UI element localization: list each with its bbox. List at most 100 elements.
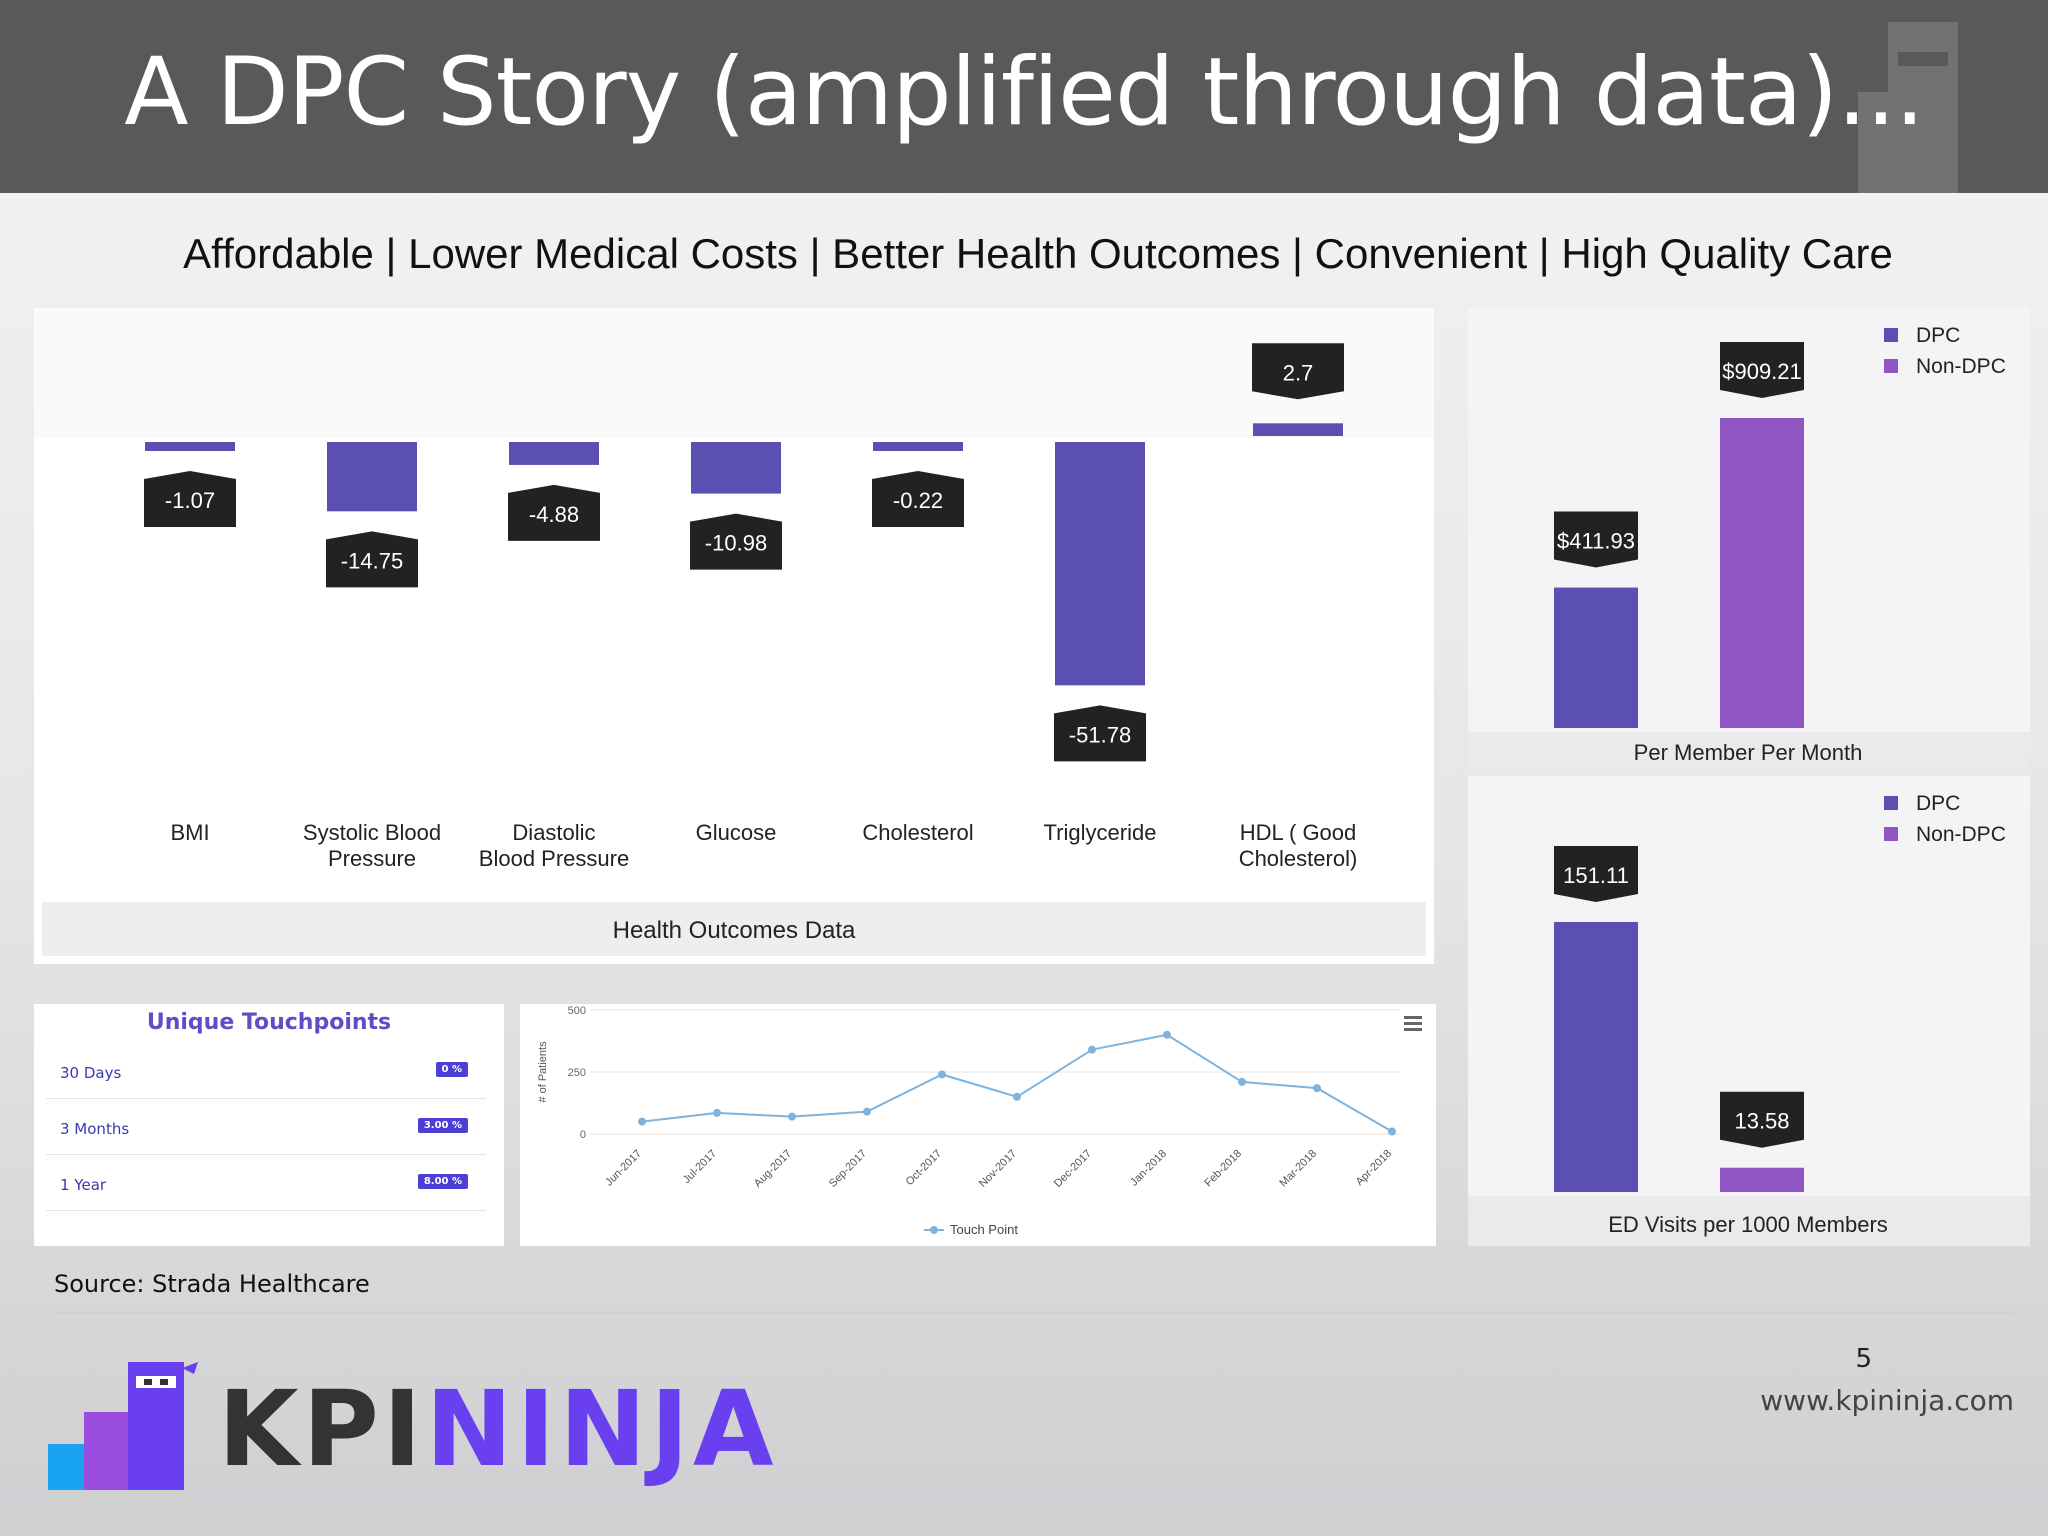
x-tick-label: Apr-2018 bbox=[1354, 1148, 1394, 1188]
health-data-label: -10.98 bbox=[705, 531, 767, 556]
x-tick-label: Dec-2017 bbox=[1052, 1148, 1094, 1190]
health-bar bbox=[1055, 442, 1145, 686]
ninja-watermark-icon bbox=[1858, 22, 1958, 193]
footer-divider bbox=[54, 1312, 2014, 1313]
touchpoint-row[interactable]: 30 Days 0 % bbox=[46, 1046, 486, 1099]
legend-label: Non-DPC bbox=[1916, 355, 2006, 378]
legend-swatch bbox=[1884, 328, 1898, 342]
title-bar: A DPC Story (amplified through data)... bbox=[0, 0, 2048, 193]
x-tick-label: Sep-2017 bbox=[827, 1148, 869, 1190]
health-chart-title: Health Outcomes Data bbox=[613, 917, 856, 944]
legend-label: DPC bbox=[1916, 792, 1960, 815]
positive-region-band bbox=[34, 308, 1434, 438]
x-tick-label: Oct-2017 bbox=[904, 1148, 944, 1188]
touch-point-marker bbox=[863, 1107, 871, 1116]
touch-point-marker bbox=[788, 1112, 796, 1121]
health-data-label-box bbox=[508, 484, 600, 541]
health-bar bbox=[145, 442, 235, 451]
touchpoint-row[interactable]: 3 Months 3.00 % bbox=[46, 1102, 486, 1155]
health-data-label: -4.88 bbox=[529, 502, 579, 527]
logo-part-kpi: KPI bbox=[218, 1368, 426, 1490]
x-tick-label: Nov-2017 bbox=[977, 1148, 1019, 1190]
health-category-label: BMI bbox=[170, 820, 209, 845]
health-bar bbox=[327, 442, 417, 512]
health-category-label: Pressure bbox=[328, 846, 416, 871]
ed-visits-panel: 151.11 13.58 ED Visits per 1000 Members DPC… bbox=[1468, 776, 2030, 1246]
touchpoints-title: Unique Touchpoints bbox=[146, 1010, 392, 1035]
x-tick-label: Aug-2017 bbox=[752, 1148, 794, 1190]
legend-label: DPC bbox=[1916, 324, 1960, 347]
page-number: 5 bbox=[1855, 1344, 1872, 1374]
x-tick-label: Feb-2018 bbox=[1202, 1148, 1244, 1190]
comparison-data-label: 13.58 bbox=[1734, 1109, 1789, 1134]
touchpoint-badge: 8.00 % bbox=[417, 1174, 468, 1189]
touchpoint-row[interactable]: 1 Year 8.00 % bbox=[46, 1158, 486, 1211]
touch-point-marker bbox=[638, 1117, 646, 1126]
touch-point-marker bbox=[713, 1108, 721, 1117]
touch-point-marker bbox=[1313, 1084, 1321, 1093]
comparison-bar bbox=[1554, 922, 1638, 1192]
legend-swatch bbox=[1884, 359, 1898, 373]
health-category-label: Blood Pressure bbox=[479, 846, 629, 871]
y-tick-label: 500 bbox=[568, 1005, 586, 1017]
health-title-band bbox=[42, 902, 1426, 956]
touch-point-marker bbox=[1388, 1127, 1396, 1136]
y-tick-label: 250 bbox=[568, 1067, 586, 1079]
comparison-data-label: $909.21 bbox=[1722, 359, 1802, 384]
touch-point-marker bbox=[1238, 1077, 1246, 1086]
health-data-label: -1.07 bbox=[165, 488, 215, 513]
touchpoint-badge: 3.00 % bbox=[417, 1118, 468, 1133]
logo-wordmark: KPININJA bbox=[218, 1368, 777, 1490]
touchpoint-label: 3 Months bbox=[60, 1120, 130, 1138]
comparison-title-band bbox=[1468, 732, 2030, 770]
health-category-label: Cholesterol bbox=[862, 820, 973, 845]
x-tick-label: Jun-2017 bbox=[603, 1148, 644, 1189]
health-data-label: -51.78 bbox=[1069, 722, 1131, 747]
health-outcomes-panel: -1.07 BMI -14.75 Systolic Blood Pressure -4.8… bbox=[34, 308, 1434, 964]
health-category-label: Cholesterol) bbox=[1239, 846, 1358, 871]
legend-swatch bbox=[1884, 827, 1898, 841]
pmpm-panel: $411.93 $909.21 Per Member Per Month DPC Non… bbox=[1468, 308, 2030, 770]
touch-point-marker bbox=[1013, 1092, 1021, 1101]
health-bar bbox=[1253, 423, 1343, 436]
touchpoint-label: 30 Days bbox=[60, 1064, 122, 1082]
kpininja-logo-icon bbox=[48, 1362, 198, 1490]
comparison-data-label: 151.11 bbox=[1563, 863, 1629, 888]
touch-point-marker bbox=[1163, 1030, 1171, 1039]
touchpoint-badge: 0 % bbox=[435, 1062, 468, 1077]
y-tick-label: 0 bbox=[580, 1129, 586, 1141]
source-note: Source: Strada Healthcare bbox=[54, 1270, 370, 1298]
comparison-bar bbox=[1554, 587, 1638, 728]
comparison-title-band bbox=[1468, 1196, 2030, 1246]
slide-title: A DPC Story (amplified through data)... bbox=[124, 38, 1925, 147]
x-tick-label: Jan-2018 bbox=[1128, 1148, 1169, 1189]
x-tick-label: Jul-2017 bbox=[681, 1148, 719, 1186]
comparison-chart-title: Per Member Per Month bbox=[1634, 740, 1863, 765]
health-category-label: HDL ( Good bbox=[1240, 820, 1357, 845]
health-data-label: -14.75 bbox=[341, 548, 403, 573]
comparison-bar bbox=[1720, 418, 1804, 728]
health-category-label: Triglyceride bbox=[1044, 820, 1157, 845]
health-bar bbox=[509, 442, 599, 465]
x-tick-label: Mar-2018 bbox=[1277, 1148, 1319, 1190]
legend-label: Non-DPC bbox=[1916, 823, 2006, 846]
comparison-chart-title: ED Visits per 1000 Members bbox=[1608, 1212, 1888, 1237]
health-data-label: 2.7 bbox=[1283, 360, 1314, 385]
health-data-label-box bbox=[1054, 705, 1146, 762]
pmpm-chart: $411.93 $909.21 Per Member Per Month DPC Non… bbox=[1468, 324, 2030, 770]
comparison-data-label-box bbox=[1720, 342, 1804, 398]
health-data-label-box bbox=[1252, 343, 1344, 400]
ed-visits-chart: 151.11 13.58 ED Visits per 1000 Members DPC… bbox=[1468, 792, 2030, 1246]
comparison-data-label: $411.93 bbox=[1557, 529, 1635, 554]
hamburger-menu-icon[interactable] bbox=[1404, 1016, 1422, 1031]
health-bar bbox=[691, 442, 781, 494]
logo-part-ninja: NINJA bbox=[425, 1368, 778, 1490]
health-bar bbox=[873, 442, 963, 451]
comparison-data-label-box bbox=[1720, 1091, 1804, 1148]
touch-point-line-panel: 0 250 500 # of Patients Jun-2017 Jul-2017 Aug-… bbox=[520, 1004, 1436, 1246]
legend-label: Touch Point bbox=[950, 1222, 1018, 1237]
slide-subtitle: Affordable | Lower Medical Costs | Bette… bbox=[183, 230, 1893, 277]
health-category-label: Diastolic bbox=[512, 820, 595, 845]
touch-point-line-chart: 0 250 500 # of Patients Jun-2017 Jul-2017 Aug-… bbox=[537, 1005, 1422, 1237]
